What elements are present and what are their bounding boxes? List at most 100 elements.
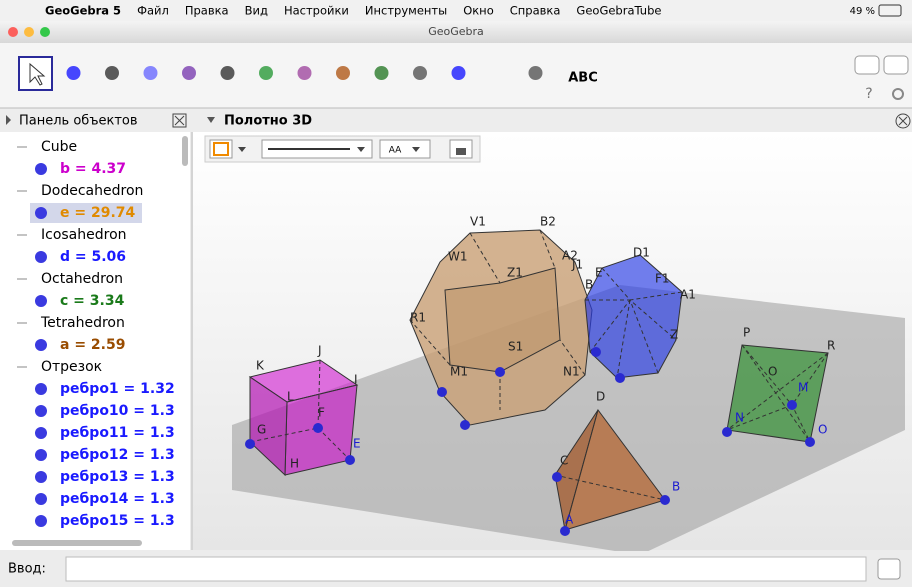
menu-item[interactable]: Инструменты (365, 4, 447, 18)
tool-icon (413, 66, 427, 80)
point-label: D (596, 390, 605, 404)
menu-item[interactable]: Настройки (284, 4, 349, 18)
point-label: D1 (633, 246, 650, 260)
label-style-button[interactable] (379, 139, 431, 159)
point-label: R (827, 339, 835, 353)
point[interactable] (313, 423, 323, 433)
point-label: B (585, 278, 593, 292)
tool-icon (220, 66, 235, 80)
algebra-item[interactable]: ребро11 = 1.3 (60, 425, 175, 441)
dodecahedron-edges (409, 229, 586, 410)
algebra-item[interactable]: e = 29.74 (60, 205, 136, 221)
visibility-toggle[interactable] (35, 207, 47, 219)
tool-icon (182, 66, 196, 80)
dropdown[interactable] (412, 147, 420, 152)
close-button[interactable] (8, 27, 18, 37)
help-button[interactable]: ? (865, 86, 872, 102)
tool-icon (259, 66, 273, 80)
visibility-toggle[interactable] (35, 163, 47, 175)
color-button[interactable] (209, 139, 233, 159)
visibility-toggle[interactable] (35, 449, 47, 461)
point-label: F1 (655, 272, 670, 286)
scrollbar[interactable] (182, 136, 188, 166)
collapse-arrow[interactable] (207, 117, 215, 123)
point[interactable] (722, 427, 732, 437)
algebra-item[interactable]: ребро10 = 1.3 (60, 403, 175, 419)
tetrahedron-hidden-edge (554, 474, 666, 501)
point-label: G (257, 423, 266, 437)
visibility-toggle[interactable] (35, 493, 47, 505)
point[interactable] (552, 472, 562, 482)
app-menu[interactable]: GeoGebra 5 (45, 4, 121, 18)
point[interactable] (460, 420, 470, 430)
tool-icon (143, 66, 158, 80)
h-scrollbar[interactable] (12, 540, 142, 546)
point[interactable] (345, 455, 355, 465)
close-graphics-x (898, 116, 908, 126)
text-tool[interactable]: ABC (568, 71, 598, 86)
point[interactable] (437, 387, 447, 397)
close-algebra-x (174, 115, 185, 126)
menu-item[interactable]: Вид (245, 4, 268, 18)
dropdown[interactable] (357, 147, 365, 152)
menu-item[interactable]: Правка (185, 4, 229, 18)
algebra-item[interactable]: ребро14 = 1.3 (60, 491, 175, 507)
point-label: O (768, 365, 777, 379)
menu-item[interactable]: Окно (463, 4, 494, 18)
visibility-toggle[interactable] (35, 405, 47, 417)
keyboard-toggle[interactable] (877, 558, 901, 580)
close-algebra[interactable] (172, 113, 187, 128)
point[interactable] (495, 367, 505, 377)
zoom-button[interactable] (40, 27, 50, 37)
undo-button[interactable] (854, 55, 880, 75)
visibility-toggle[interactable] (35, 339, 47, 351)
close-graphics[interactable] (895, 113, 911, 129)
point-label: E (353, 437, 361, 451)
point[interactable] (591, 347, 601, 357)
menu-item[interactable]: GeoGebraTube (576, 4, 661, 18)
minimize-button[interactable] (24, 27, 34, 37)
algebra-item[interactable]: c = 3.34 (60, 293, 125, 309)
menu-item[interactable]: Файл (137, 4, 169, 18)
group-name: Cube (41, 139, 77, 155)
visibility-toggle[interactable] (35, 295, 47, 307)
algebra-item[interactable]: ребро12 = 1.3 (60, 447, 175, 463)
point[interactable] (560, 526, 570, 536)
algebra-item[interactable]: ребро13 = 1.3 (60, 469, 175, 485)
expand-arrow[interactable] (6, 115, 11, 125)
tool-icon (374, 66, 389, 80)
algebra-item[interactable]: d = 5.06 (60, 249, 126, 265)
visibility-toggle[interactable] (35, 471, 47, 483)
point-label: E (595, 266, 603, 280)
point[interactable] (787, 400, 797, 410)
input-field[interactable] (65, 556, 867, 582)
dropdown[interactable] (238, 147, 246, 152)
panel-headers (0, 109, 912, 132)
point-label: A (565, 513, 574, 527)
visibility-toggle[interactable] (35, 383, 47, 395)
point[interactable] (615, 373, 625, 383)
algebra-item[interactable]: a = 2.59 (60, 337, 125, 353)
point-label: O (818, 423, 827, 437)
redo-button[interactable] (883, 55, 909, 75)
algebra-item[interactable]: b = 4.37 (60, 161, 126, 177)
point[interactable] (805, 437, 815, 447)
algebra-item[interactable]: ребро15 = 1.3 (60, 513, 175, 529)
point[interactable] (245, 439, 255, 449)
tool-icon (297, 66, 312, 80)
menu-item[interactable]: Справка (510, 4, 561, 18)
point-label: P (743, 326, 750, 340)
color-swatch (213, 142, 229, 156)
visibility-toggle[interactable] (35, 251, 47, 263)
visibility-toggle[interactable] (35, 427, 47, 439)
visibility-toggle[interactable] (35, 515, 47, 527)
point[interactable] (660, 495, 670, 505)
point-label: Z1 (507, 266, 523, 280)
point-label: H (290, 457, 299, 471)
window-title: GeoGebra (428, 25, 484, 38)
point-label: N1 (563, 365, 580, 379)
algebra-item[interactable]: ребро1 = 1.32 (60, 381, 175, 397)
settings-button[interactable] (892, 88, 904, 100)
point-label: F (318, 406, 325, 420)
